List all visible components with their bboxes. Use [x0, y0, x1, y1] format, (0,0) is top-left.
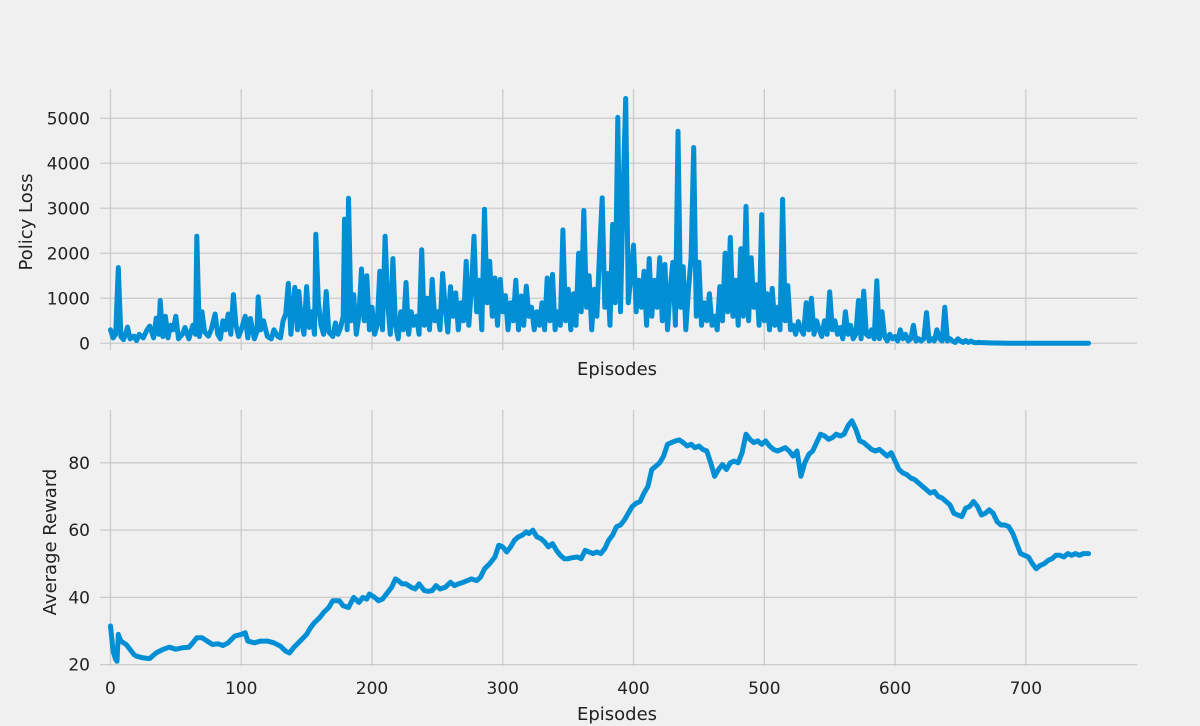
average-reward-x-tick-label: 200	[356, 679, 388, 699]
policy-loss-y-tick-label: 2000	[47, 244, 90, 264]
average-reward-y-tick-label: 80	[68, 454, 90, 474]
average-reward-x-tick-label: 600	[879, 679, 911, 699]
policy-loss-y-tick-label: 1000	[47, 289, 90, 309]
average-reward-x-tick-label: 500	[748, 679, 780, 699]
average-reward-x-ticks: 0 100 200 300 400 500 600 700	[105, 679, 1042, 699]
average-reward-x-tick-label: 0	[105, 679, 116, 699]
average-reward-y-tick-label: 40	[68, 588, 90, 608]
average-reward-x-tick-label: 700	[1010, 679, 1042, 699]
policy-loss-subplot: 0 1000 2000 3000 4000 5000 Episodes Policy Lo…	[16, 89, 1137, 380]
average-reward-subplot: 20 40 60 80 0 100 200 300 400 500 600 700 Episodes…	[40, 410, 1137, 725]
average-reward-y-tick-label: 20	[68, 656, 90, 676]
average-reward-grid	[100, 410, 1137, 666]
average-reward-y-axis-label: Average Reward	[40, 469, 61, 616]
policy-loss-y-axis-label: Policy Loss	[16, 174, 37, 271]
average-reward-y-ticks: 20 40 60 80	[68, 454, 90, 676]
policy-loss-line	[108, 96, 1092, 346]
average-reward-x-tick-label: 300	[487, 679, 519, 699]
policy-loss-x-axis-label: Episodes	[577, 359, 657, 380]
policy-loss-y-tick-label: 0	[79, 334, 90, 354]
average-reward-x-tick-label: 100	[225, 679, 257, 699]
policy-loss-series	[108, 96, 1092, 346]
average-reward-y-tick-label: 60	[68, 521, 90, 541]
policy-loss-y-ticks: 0 1000 2000 3000 4000 5000	[47, 109, 90, 354]
average-reward-series	[108, 418, 1092, 664]
policy-loss-y-tick-label: 5000	[47, 109, 90, 129]
policy-loss-y-tick-label: 4000	[47, 154, 90, 174]
average-reward-x-tick-label: 400	[617, 679, 649, 699]
average-reward-line	[108, 418, 1092, 664]
average-reward-x-axis-label: Episodes	[577, 704, 657, 725]
policy-loss-y-tick-label: 3000	[47, 199, 90, 219]
